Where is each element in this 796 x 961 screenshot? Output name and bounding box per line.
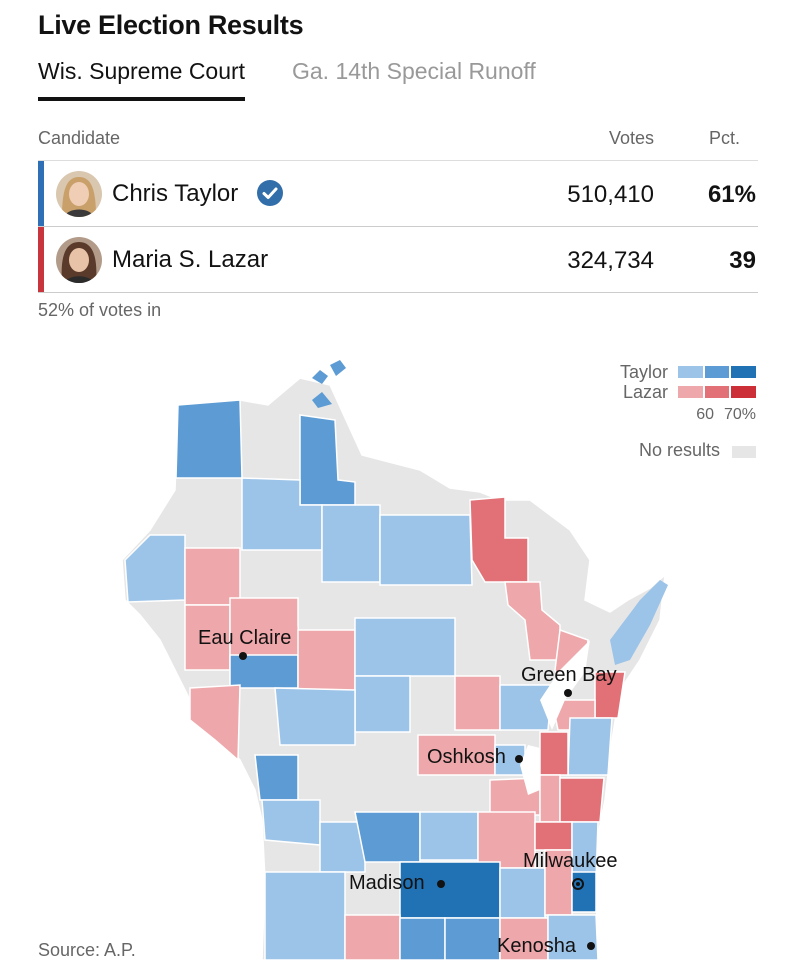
legend-swatch (731, 386, 757, 398)
county-region[interactable] (499, 867, 546, 919)
legend-label-no-results: No results (638, 440, 720, 460)
city-dot-icon (437, 880, 445, 888)
county-region[interactable] (610, 580, 668, 665)
legend-swatch (731, 366, 757, 378)
city-dot-icon (515, 755, 523, 763)
city-label-eau-claire: Eau Claire (198, 627, 291, 649)
county-region[interactable] (419, 811, 479, 861)
county-region[interactable] (312, 392, 332, 408)
table-row: Chris Taylor 510,410 61% (38, 161, 758, 227)
race-tabs: Wis. Supreme Court Ga. 14th Special Runo… (38, 58, 758, 101)
page-title: Live Election Results (38, 10, 304, 40)
column-votes: Votes (608, 128, 654, 148)
legend-swatch (704, 366, 730, 378)
county-region[interactable] (539, 731, 569, 776)
source-note: Source: A.P. (38, 940, 136, 960)
legend-swatch (704, 386, 730, 398)
city-dot-icon (564, 689, 572, 697)
green-bay-water (540, 640, 590, 730)
county-region[interactable] (229, 654, 299, 689)
candidate-pct: 61% (707, 181, 756, 208)
county-region[interactable] (184, 547, 241, 606)
column-pct: Pct. (708, 128, 740, 148)
map-legend: Taylor Lazar 60 70% No results (536, 362, 757, 472)
county-region[interactable] (124, 534, 186, 603)
county-region[interactable] (547, 914, 599, 960)
county-region[interactable] (469, 496, 529, 583)
column-candidate: Candidate (38, 128, 121, 148)
tab-ga-14th-special-runoff[interactable]: Ga. 14th Special Runoff (292, 58, 536, 84)
legend-label-lazar: Lazar (622, 382, 668, 402)
city-dot-icon (572, 878, 584, 890)
lake-winnebago (520, 745, 540, 795)
candidate-name: Chris Taylor (112, 180, 239, 207)
tab-wis-supreme-court[interactable]: Wis. Supreme Court (38, 58, 246, 101)
county-map[interactable]: Eau Claire Green Bay Oshkosh Madison Mil… (0, 330, 796, 960)
city-label-oshkosh: Oshkosh (427, 746, 506, 768)
party-color-bar (38, 227, 44, 292)
county-region[interactable] (454, 675, 501, 731)
county-region[interactable] (321, 504, 381, 583)
county-region[interactable] (379, 514, 473, 586)
table-row: Maria S. Lazar 324,734 39 (38, 227, 758, 293)
county-region[interactable] (571, 871, 597, 913)
county-region[interactable] (254, 754, 299, 801)
reporting-status: 52% of votes in (38, 300, 162, 320)
legend-swatch-no-results (732, 446, 756, 458)
county-region[interactable] (539, 774, 561, 823)
county-region[interactable] (559, 777, 605, 823)
city-label-green-bay: Green Bay (521, 664, 617, 686)
legend-swatches-lazar (678, 386, 757, 398)
city-dot-icon (576, 882, 580, 886)
candidate-pct: 39 (729, 247, 756, 274)
city-label-madison: Madison (349, 872, 425, 894)
county-region[interactable] (567, 717, 613, 776)
county-region[interactable] (354, 811, 421, 863)
city-dot-icon (239, 652, 247, 660)
county-region[interactable] (175, 399, 243, 479)
avatar (56, 171, 102, 217)
county-region[interactable] (261, 799, 321, 846)
county-region[interactable] (330, 360, 346, 376)
legend-scale-low: 60 (696, 406, 714, 423)
legend-swatch (678, 386, 703, 398)
results-table-header: Candidate Votes Pct. (38, 128, 758, 161)
legend-swatches-taylor (678, 366, 757, 378)
county-region[interactable] (264, 871, 346, 960)
city-label-milwaukee: Milwaukee (523, 850, 617, 872)
city-label-kenosha: Kenosha (497, 935, 577, 957)
county-region[interactable] (274, 687, 356, 746)
county-region[interactable] (534, 821, 573, 851)
county-region[interactable] (354, 617, 456, 677)
check-icon (256, 179, 284, 207)
candidate-votes: 324,734 (567, 247, 654, 274)
candidate-votes: 510,410 (567, 181, 654, 208)
county-region[interactable] (319, 821, 366, 873)
county-region[interactable] (312, 370, 328, 384)
county-region[interactable] (444, 917, 501, 960)
county-region[interactable] (499, 917, 549, 960)
county-region[interactable] (189, 684, 241, 762)
city-dot-icon (587, 942, 595, 950)
legend-scale-high: 70% (723, 406, 756, 423)
avatar (56, 237, 102, 283)
county-region[interactable] (499, 684, 553, 731)
county-region[interactable] (399, 917, 446, 960)
county-region[interactable] (354, 675, 411, 733)
candidate-name: Maria S. Lazar (112, 246, 269, 273)
legend-swatch (678, 366, 703, 378)
legend-label-taylor: Taylor (619, 362, 668, 382)
county-region[interactable] (344, 914, 401, 960)
party-color-bar (38, 161, 44, 226)
